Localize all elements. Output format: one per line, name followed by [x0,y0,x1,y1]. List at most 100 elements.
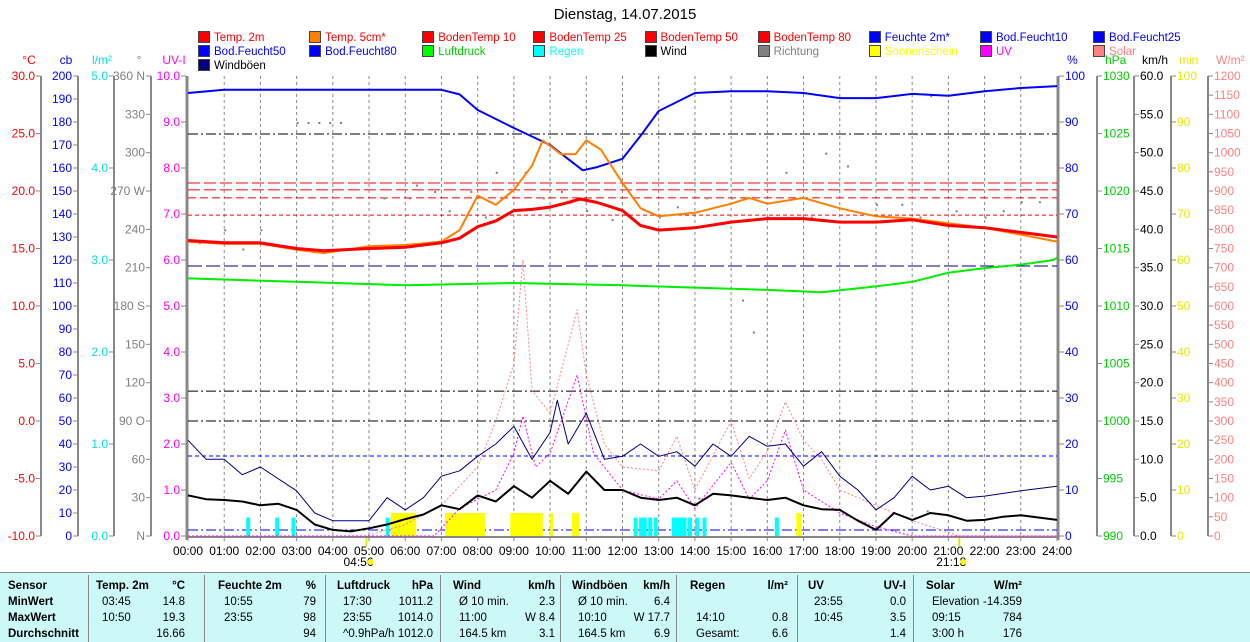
legend-swatch [309,45,322,57]
x-tick-label: 24:00 [1042,544,1072,558]
table-cell-press-value: 1014.0 [397,612,433,624]
x-tick-label: 01:00 [209,544,239,558]
axis-tick-label-wind: 45.0 [1140,184,1164,198]
legend-label: Wind [660,46,687,58]
x-tick-label: 15:00 [716,544,746,558]
table-header-unit-uv: UV-I [883,580,906,592]
direction-point [495,171,498,174]
table-header-press: Luftdruck [337,580,391,592]
axis-tick-label-press: 1030 [1103,69,1130,83]
legend-label: Bod.Feucht80 [325,46,397,58]
series-line-wind [187,470,1058,533]
axis-tick-label-solar: 1000 [1214,146,1241,160]
axis-tick-label-solar: 750 [1214,242,1234,256]
axis-tick-label-hum: 20 [1065,437,1079,451]
sun-icon [367,559,374,565]
axis-tick-label-hum: 60 [1065,253,1079,267]
x-tick-label: 21:00 [933,544,963,558]
legend-item: Bod.Feucht25 [1093,31,1181,45]
axis-tick-label-sun: 70 [1177,207,1191,221]
table-header-unit-gust: km/h [643,580,670,592]
rain-bar [671,517,676,536]
table-cell-temp-value: 16.66 [156,628,185,640]
axis-unit-dir: ° [137,53,142,67]
sunshine-bar [796,513,802,536]
sunshine-bar [550,513,554,536]
table-cell-press-value: 1012.0 [397,628,433,640]
axis-tick-label-sun: 10 [1177,483,1191,497]
table-cell-temp-value: 19.3 [162,612,185,624]
direction-point [318,122,321,124]
axis-tick-label-cb: 170 [52,138,72,152]
axis-tick-label-hum: 100 [1065,69,1085,83]
axis-tick-label-hum: 70 [1065,207,1079,221]
axis-tick-label-uv: 3.0 [163,391,180,405]
table-cell-wind-value: 3.1 [539,628,555,640]
axis-tick-label-temp: 15.0 [12,242,36,256]
axis-tick-label-hum: 80 [1065,161,1079,175]
table-cell-hum-time: 10:55 [224,596,253,608]
legend-swatch [1093,31,1106,43]
axis-tick-label-solar: 200 [1214,452,1234,466]
table-cell-gust-value: 6.4 [654,596,670,608]
axis-tick-label-cb: 20 [59,483,73,497]
axis-tick-label-solar: 600 [1214,299,1234,313]
axis-tick-label-cb: 160 [52,161,72,175]
direction-point [785,171,788,174]
table-header-unit-solar: W/m² [993,580,1022,592]
table-divider [88,575,89,642]
direction-point [340,122,343,124]
table-divider [325,575,326,642]
table-row-label: MaxWert [8,612,56,624]
legend-swatch [198,31,210,43]
rain-bar [687,517,692,536]
axis-tick-label-hum: 90 [1065,115,1079,129]
table-cell-solar-time: Elevation [932,596,980,608]
rain-bar [385,517,390,536]
x-tick-label: 19:00 [861,544,891,558]
axis-tick-label-uv: 6.0 [163,253,180,267]
axis-tick-label-rain: 0.0 [91,529,108,543]
x-tick-label: 03:00 [282,544,312,558]
axis-tick-label-solar: 50 [1214,510,1228,524]
axis-tick-label-solar: 450 [1214,357,1234,371]
axis-tick-label-sun: 50 [1177,299,1191,313]
table-cell-solar-value: -14.359 [982,596,1022,608]
axis-unit-cb: cb [60,53,73,67]
axis-tick-label-solar: 900 [1214,184,1234,198]
table-cell-temp-value: 14.8 [162,596,185,608]
series-line-luftdruck [187,256,1058,294]
table-cell-hum-value: 94 [303,628,316,640]
axis-tick-label-dir: 30 [132,491,146,505]
axis-tick-label-uv: 8.0 [163,161,180,175]
table-cell-wind-value: 2.3 [539,596,555,608]
axis-tick-label-dir: 60 [132,452,146,466]
table-header-unit-press: hPa [411,580,433,592]
axis-tick-label-cb: 100 [52,299,72,313]
axis-tick-label-solar: 400 [1214,376,1234,390]
rain-bar [291,517,296,536]
axis-tick-label-dir: 150 [125,337,145,351]
legend-item: Wind [644,45,687,59]
table-header-rain: Regen [690,580,726,592]
direction-point [919,216,922,219]
x-tick-label: 02:00 [245,544,275,558]
axis-unit-rain: l/m² [92,53,112,67]
legend-label: Temp. 2m [214,32,265,44]
direction-point [484,216,487,219]
axis-tick-label-rain: 3.0 [91,253,108,267]
sunshine-bar [571,513,580,536]
axis-tick-label-temp: 0.0 [18,414,35,428]
rain-bar [695,517,700,536]
legend-label: Solar [1109,46,1136,58]
axis-tick-label-wind: 40.0 [1140,222,1164,236]
direction-point [1038,201,1041,204]
axis-tick-label-dir: 210 [125,261,145,275]
legend-item: Temp. 5cm* [309,31,386,45]
axis-tick-label-rain: 4.0 [91,161,108,175]
axis-tick-label-cb: 120 [52,253,72,267]
axis-tick-label-solar: 800 [1214,222,1234,236]
table-cell-uv-value: 0.0 [890,596,906,608]
axis-tick-label-wind: 60.0 [1140,69,1164,83]
legend-label: Feuchte 2m* [884,32,950,44]
